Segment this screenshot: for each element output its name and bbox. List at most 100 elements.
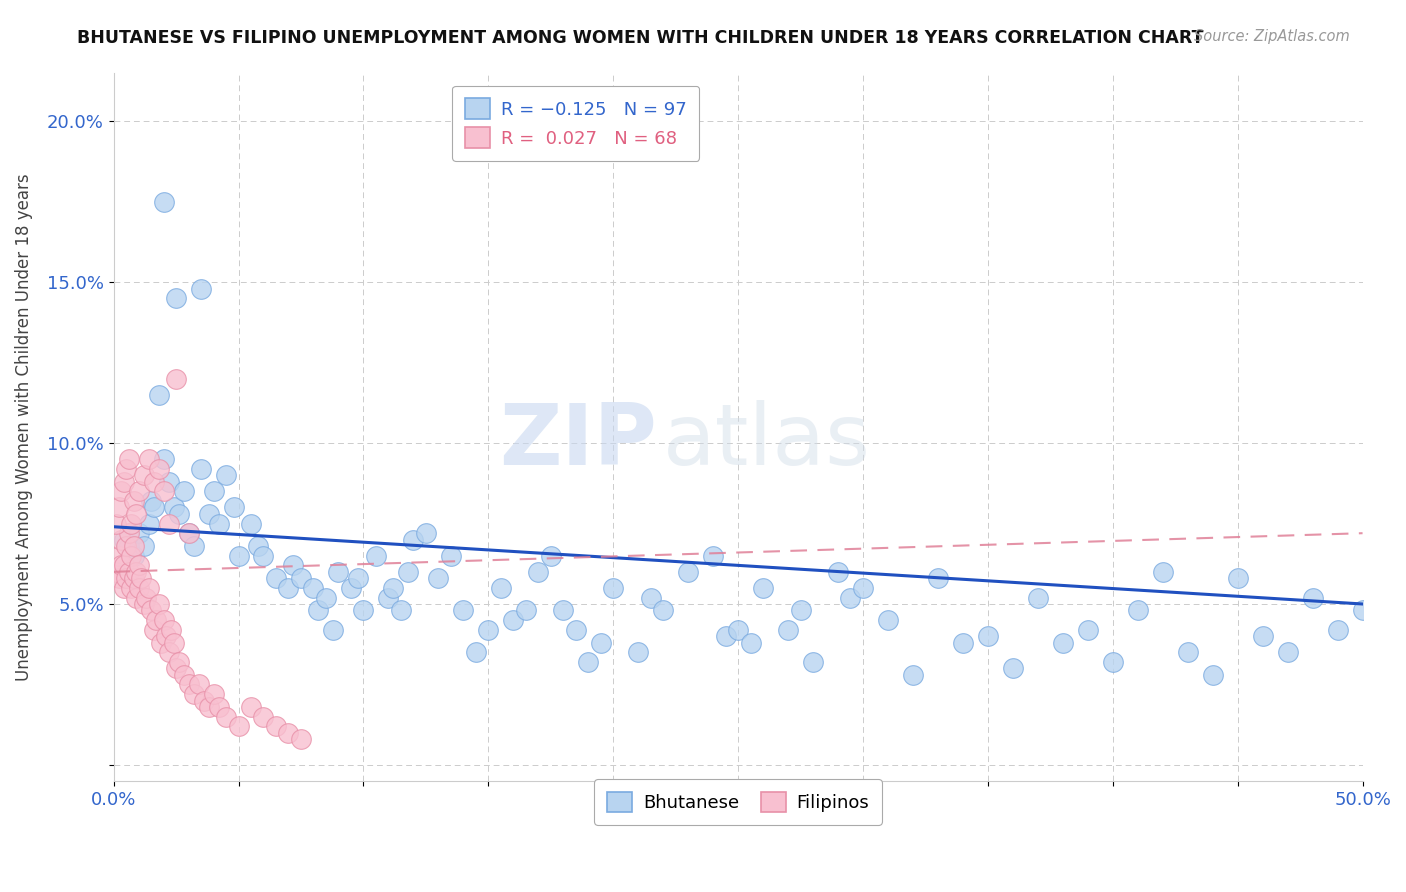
Point [839,591,862,605]
Point [977,629,1000,643]
Point [139,603,162,617]
Point [776,623,799,637]
Point [540,549,562,563]
Point [128,581,150,595]
Point [1202,667,1225,681]
Point [152,194,174,209]
Legend: Bhutanese, Filipinos: Bhutanese, Filipinos [595,779,882,825]
Point [105,516,128,531]
Point [489,581,512,595]
Point [145,613,167,627]
Point [340,581,363,595]
Point [1326,623,1348,637]
Point [112,581,135,595]
Point [128,526,150,541]
Point [115,539,138,553]
Point [927,571,949,585]
Point [1126,603,1149,617]
Point [1052,635,1074,649]
Point [576,655,599,669]
Point [240,700,263,714]
Point [1226,571,1249,585]
Point [527,565,550,579]
Point [207,700,229,714]
Point [177,677,200,691]
Point [1177,645,1199,659]
Point [128,558,150,573]
Point [122,571,145,585]
Point [1277,645,1299,659]
Point [142,623,165,637]
Point [117,452,139,467]
Point [157,475,180,489]
Point [315,591,337,605]
Point [173,484,195,499]
Point [877,613,900,627]
Point [252,549,274,563]
Point [132,597,155,611]
Point [148,597,170,611]
Point [110,484,132,499]
Point [382,581,405,595]
Point [177,526,200,541]
Point [155,629,177,643]
Point [228,719,250,733]
Point [125,591,148,605]
Point [120,581,142,595]
Point [193,693,215,707]
Point [183,539,205,553]
Point [117,539,139,553]
Point [240,516,263,531]
Point [173,667,195,681]
Point [150,635,173,649]
Point [1101,655,1123,669]
Point [801,655,824,669]
Point [138,516,160,531]
Point [132,468,155,483]
Point [564,623,586,637]
Point [477,623,499,637]
Point [277,581,299,595]
Y-axis label: Unemployment Among Women with Children Under 18 years: Unemployment Among Women with Children U… [15,173,32,681]
Point [148,388,170,402]
Point [228,549,250,563]
Point [676,565,699,579]
Point [190,462,212,476]
Point [115,571,138,585]
Point [125,507,148,521]
Point [129,571,152,585]
Point [202,484,225,499]
Point [148,462,170,476]
Point [352,603,374,617]
Point [167,507,190,521]
Point [122,539,145,553]
Point [165,661,187,675]
Point [464,645,486,659]
Point [247,539,270,553]
Point [652,603,675,617]
Point [740,635,762,649]
Point [377,591,399,605]
Point [215,468,238,483]
Point [165,291,187,305]
Point [157,645,180,659]
Point [589,635,612,649]
Point [157,516,180,531]
Point [1026,591,1049,605]
Point [117,565,139,579]
Point [440,549,463,563]
Point [139,494,162,508]
Point [132,539,155,553]
Point [183,687,205,701]
Text: ZIP: ZIP [499,400,657,483]
Point [187,677,209,691]
Point [402,533,425,547]
Point [515,603,537,617]
Text: atlas: atlas [664,400,872,483]
Point [112,558,135,573]
Point [396,565,419,579]
Point [714,629,737,643]
Point [302,581,325,595]
Point [162,500,184,515]
Point [105,565,128,579]
